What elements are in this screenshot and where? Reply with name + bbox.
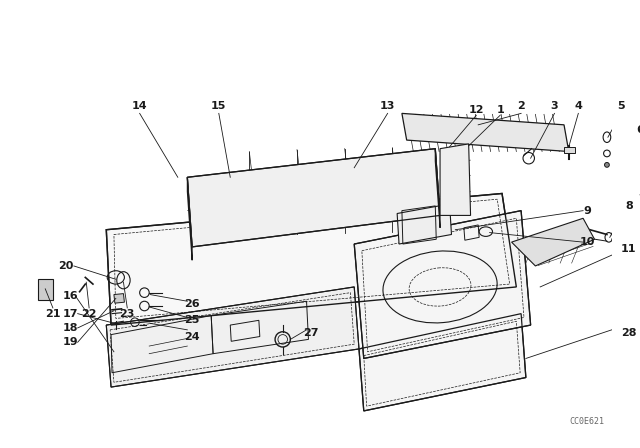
Text: 27: 27 <box>303 327 319 338</box>
Text: 10: 10 <box>579 237 595 247</box>
Text: 6: 6 <box>636 125 640 134</box>
Text: 4: 4 <box>574 101 582 111</box>
Polygon shape <box>106 194 516 325</box>
Text: 15: 15 <box>211 101 227 111</box>
Text: 17: 17 <box>62 309 78 319</box>
Text: 16: 16 <box>62 292 78 302</box>
Text: 18: 18 <box>62 323 78 333</box>
Polygon shape <box>114 293 124 303</box>
Text: 12: 12 <box>468 104 484 115</box>
Text: 5: 5 <box>618 101 625 111</box>
Polygon shape <box>511 218 595 266</box>
Text: 8: 8 <box>625 201 633 211</box>
Text: 2: 2 <box>517 101 525 111</box>
Polygon shape <box>564 147 575 153</box>
Polygon shape <box>106 287 359 387</box>
Text: 23: 23 <box>120 309 135 319</box>
Polygon shape <box>397 204 451 244</box>
Polygon shape <box>354 211 531 358</box>
Text: 3: 3 <box>550 101 558 111</box>
Bar <box>38 279 53 300</box>
Text: 11: 11 <box>621 244 637 254</box>
Text: 22: 22 <box>81 309 97 319</box>
Polygon shape <box>188 149 440 247</box>
Text: 7: 7 <box>638 194 640 204</box>
Text: 26: 26 <box>184 299 200 309</box>
Polygon shape <box>402 113 569 151</box>
Text: 21: 21 <box>45 309 61 319</box>
Polygon shape <box>435 149 440 228</box>
Text: 13: 13 <box>380 101 396 111</box>
Text: 9: 9 <box>583 206 591 215</box>
Text: 24: 24 <box>184 332 200 341</box>
Text: 20: 20 <box>58 261 74 271</box>
Text: 19: 19 <box>62 337 78 347</box>
Polygon shape <box>188 177 192 260</box>
Text: 1: 1 <box>496 104 504 115</box>
Text: 25: 25 <box>184 315 200 325</box>
Text: CC0E621: CC0E621 <box>569 417 604 426</box>
Ellipse shape <box>605 163 609 167</box>
Polygon shape <box>359 314 526 411</box>
Polygon shape <box>440 144 470 215</box>
Text: 28: 28 <box>621 327 637 338</box>
Text: 14: 14 <box>132 101 147 111</box>
